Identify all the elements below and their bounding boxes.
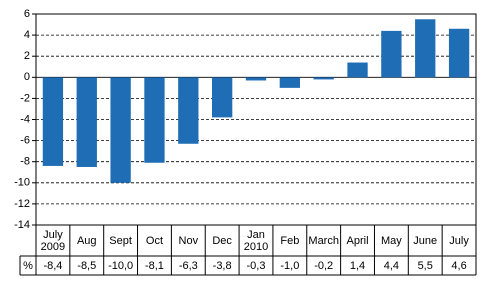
y-tick-label: -8 <box>20 156 30 168</box>
value-label: 5,5 <box>417 259 433 272</box>
y-tick-label: -14 <box>14 219 30 231</box>
bar <box>178 77 199 144</box>
x-tick-label: May <box>380 234 402 247</box>
bar <box>42 77 64 166</box>
value-label: -0,2 <box>314 259 334 272</box>
value-label: -8,4 <box>43 259 63 272</box>
y-tick-label: 2 <box>24 50 30 62</box>
value-label: 4,6 <box>451 259 467 272</box>
value-label: -1,0 <box>280 259 300 272</box>
bar <box>415 19 436 78</box>
y-tick-label: -4 <box>20 113 30 125</box>
y-tick-label: -10 <box>14 177 30 189</box>
y-tick-label: -12 <box>14 198 30 210</box>
y-tick-label: -2 <box>20 92 30 104</box>
value-label: -6,3 <box>178 259 198 272</box>
value-label: 1,4 <box>349 259 366 272</box>
x-tick-label: Aug <box>76 234 97 247</box>
bar <box>313 77 334 80</box>
value-label: -10,0 <box>108 259 134 272</box>
value-label: -3,8 <box>212 259 232 272</box>
x-tick-label: Oct <box>145 234 164 247</box>
bar <box>448 28 470 78</box>
x-tick-label: Jan 2010 <box>243 228 269 253</box>
x-tick-label: Nov <box>178 234 199 247</box>
bar <box>279 77 300 88</box>
bar <box>212 77 233 118</box>
data-table-label: % <box>23 259 33 272</box>
bar <box>76 77 97 167</box>
x-tick-label: Dec <box>212 234 232 247</box>
value-label: -8,5 <box>77 259 97 272</box>
y-tick-label: 4 <box>24 29 30 41</box>
x-tick-label: Sept <box>109 234 132 247</box>
y-tick-label: -6 <box>20 135 30 147</box>
y-tick-label: 6 <box>24 8 30 20</box>
x-tick-label: July <box>449 234 469 247</box>
bar <box>347 62 368 78</box>
value-label: -8,1 <box>144 259 164 272</box>
plot-frame <box>35 13 477 226</box>
bar <box>381 30 402 78</box>
x-tick-label: March <box>308 234 339 247</box>
bar <box>144 77 165 163</box>
bar <box>110 77 131 183</box>
value-label: 4,4 <box>383 259 400 272</box>
x-tick-label: Feb <box>280 234 300 247</box>
bar <box>245 77 267 81</box>
x-tick-label: June <box>413 234 438 247</box>
x-tick-label: April <box>346 234 369 247</box>
y-tick-label: 0 <box>24 71 30 83</box>
value-label: -0,3 <box>246 259 266 272</box>
x-tick-label: July 2009 <box>40 228 66 253</box>
